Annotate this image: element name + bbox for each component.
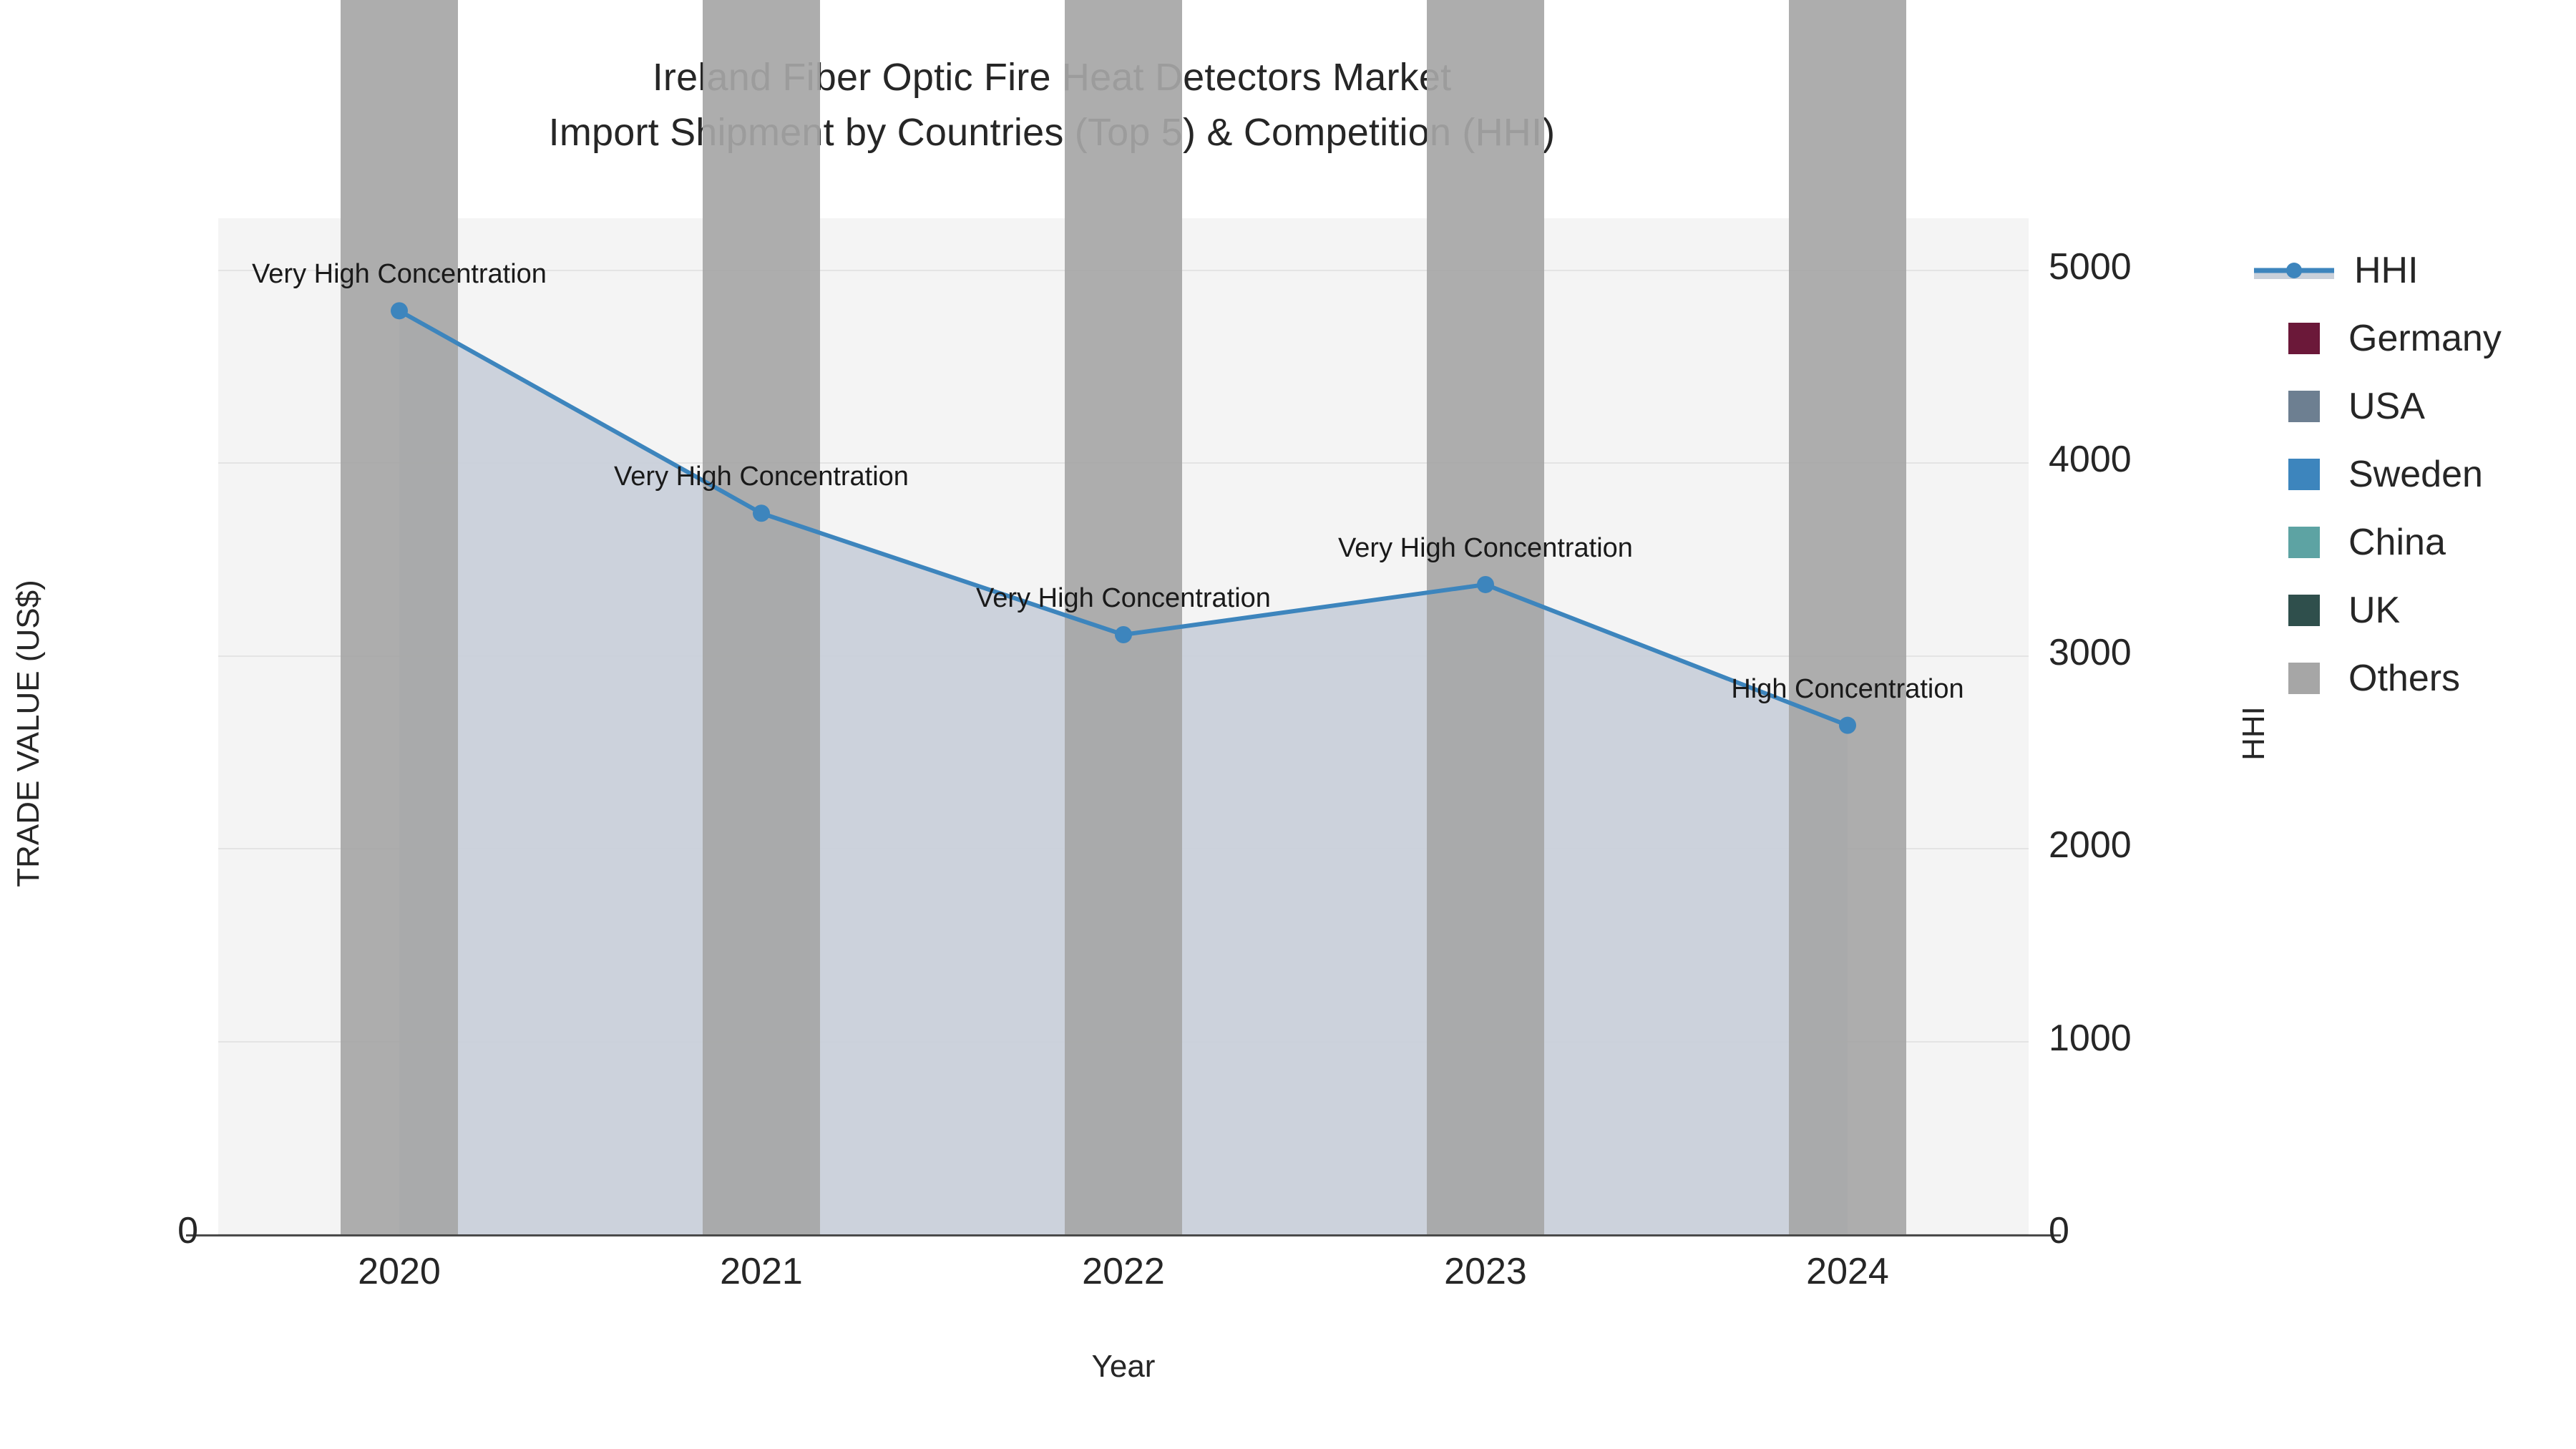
hhi-line-icon bbox=[2254, 255, 2334, 286]
legend-item-china[interactable]: China bbox=[2240, 508, 2569, 576]
legend-label: China bbox=[2348, 521, 2446, 563]
x-tick-2022: 2022 bbox=[1082, 1251, 1165, 1292]
legend-label: Others bbox=[2348, 657, 2461, 699]
legend-item-sweden[interactable]: Sweden bbox=[2240, 440, 2569, 508]
page-title: Ireland Fiber Optic Fire Heat Detectors … bbox=[652, 56, 1452, 99]
legend-item-germany[interactable]: Germany bbox=[2240, 304, 2569, 372]
x-tick-2020: 2020 bbox=[358, 1251, 441, 1292]
y-tick-right-4: 4000 bbox=[2049, 439, 2132, 481]
y-tick-right-3: 3000 bbox=[2049, 631, 2132, 673]
hhi-annotation: Very High Concentration bbox=[976, 583, 1271, 613]
x-axis-title: Year bbox=[1091, 1349, 1156, 1384]
legend-swatch-icon bbox=[2288, 322, 2320, 354]
x-tick-2024: 2024 bbox=[1806, 1251, 1889, 1292]
y-tick-left-0: 0 bbox=[177, 1210, 198, 1252]
x-tick-2021: 2021 bbox=[720, 1251, 803, 1292]
hhi-marker[interactable] bbox=[391, 302, 408, 320]
hhi-annotation: Very High Concentration bbox=[1338, 532, 1633, 563]
hhi-annotation: Very High Concentration bbox=[252, 259, 547, 290]
hhi-line-layer bbox=[391, 302, 1856, 734]
bar-segment[interactable] bbox=[341, 0, 458, 1234]
hhi-marker[interactable] bbox=[1839, 716, 1856, 734]
legend-item-others[interactable]: Others bbox=[2240, 644, 2569, 712]
legend-label: Germany bbox=[2348, 317, 2502, 359]
plot-area bbox=[218, 0, 2029, 1235]
legend-item-hhi[interactable]: HHI bbox=[2240, 236, 2569, 304]
legend-swatch-icon bbox=[2288, 662, 2320, 694]
legend-label: UK bbox=[2348, 589, 2401, 631]
y-tick-right-5: 5000 bbox=[2049, 245, 2132, 288]
hhi-annotation: High Concentration bbox=[1731, 673, 1964, 704]
legend-item-usa[interactable]: USA bbox=[2240, 372, 2569, 440]
y-tick-right-0: 0 bbox=[2049, 1210, 2069, 1252]
y-tick-right-2: 2000 bbox=[2049, 824, 2132, 867]
legend-swatch-icon bbox=[2288, 526, 2320, 558]
y-axis-left-title: TRADE VALUE (US$) bbox=[11, 580, 46, 887]
legend-swatch-icon bbox=[2288, 390, 2320, 422]
hhi-marker[interactable] bbox=[753, 504, 770, 522]
chart-title-block: Ireland Fiber Optic Fire Heat Detectors … bbox=[0, 50, 2104, 160]
hhi-annotation: Very High Concentration bbox=[614, 462, 909, 492]
legend-label: Sweden bbox=[2348, 453, 2483, 495]
hhi-marker[interactable] bbox=[1115, 626, 1132, 644]
chart-subtitle: Import Shipment by Countries (Top 5) & C… bbox=[548, 110, 1556, 154]
legend-swatch-icon bbox=[2288, 594, 2320, 626]
x-axis-line bbox=[186, 1234, 2061, 1236]
hhi-line bbox=[398, 308, 1849, 728]
legend-label: USA bbox=[2348, 385, 2425, 427]
x-tick-2023: 2023 bbox=[1444, 1251, 1527, 1292]
bar-segment[interactable] bbox=[1789, 0, 1906, 1234]
legend-item-uk[interactable]: UK bbox=[2240, 576, 2569, 644]
legend-swatch-icon bbox=[2288, 458, 2320, 490]
legend-label: HHI bbox=[2354, 249, 2419, 291]
hhi-marker[interactable] bbox=[1477, 575, 1494, 593]
bar-segment[interactable] bbox=[1065, 0, 1182, 1234]
bar-segment[interactable] bbox=[1427, 0, 1544, 1234]
bar-segment[interactable] bbox=[703, 0, 820, 1234]
chart-legend: HHI Germany USA Sweden China UK Others bbox=[2240, 236, 2569, 712]
y-tick-right-1: 1000 bbox=[2049, 1017, 2132, 1059]
